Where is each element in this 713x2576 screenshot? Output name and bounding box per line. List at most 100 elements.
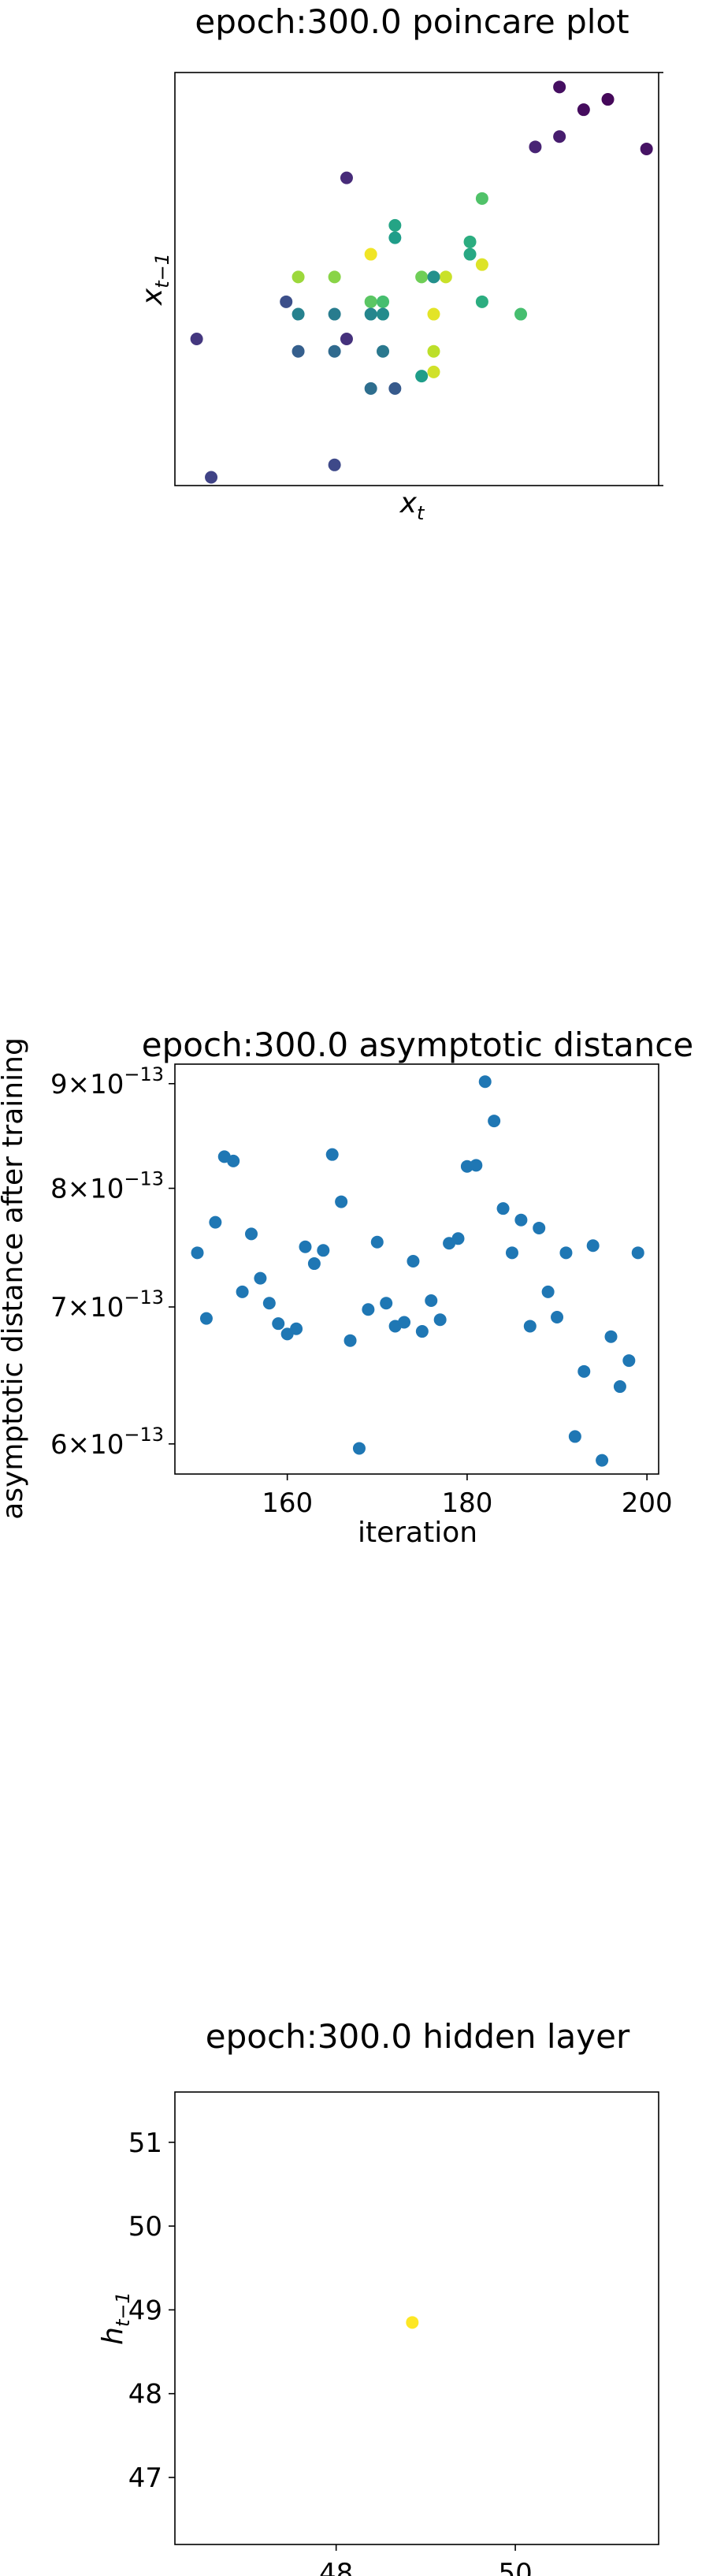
asymptotic-distance-plot-frame (174, 1063, 659, 1475)
scatter-point (340, 332, 353, 345)
scatter-point (488, 1115, 501, 1128)
scatter-point (191, 1246, 204, 1260)
svg-text:xt: xt (399, 487, 425, 520)
scatter-point (427, 270, 440, 284)
asymptotic-distance-x-ticks: 160 180 200 (262, 1474, 673, 1519)
scatter-point (388, 218, 402, 232)
scatter-point (553, 130, 566, 143)
scatter-point (463, 248, 477, 261)
scatter-point (439, 270, 452, 284)
scatter-point (292, 307, 305, 321)
scatter-point (551, 1310, 564, 1323)
x-tick-label: 180 (441, 1487, 492, 1519)
scatter-point (505, 1246, 518, 1260)
poincare-y-axis-label: xt−1 (136, 253, 173, 306)
scatter-point (328, 458, 341, 471)
y-tick-label: 7×10−13 (50, 1286, 164, 1323)
scatter-point (406, 2316, 419, 2329)
scatter-point (622, 1354, 636, 1368)
scatter-point (568, 1430, 581, 1443)
scatter-point (292, 270, 305, 284)
scatter-point (398, 1316, 411, 1329)
scatter-point (427, 307, 440, 321)
hidden-layer-y-axis-label: ht−1 (97, 2291, 134, 2345)
scatter-point (280, 295, 293, 308)
scatter-point (463, 235, 477, 248)
scatter-point (529, 140, 542, 154)
scatter-point (415, 370, 429, 383)
scatter-point (245, 1227, 258, 1241)
scatter-point (475, 295, 488, 308)
scatter-point (640, 142, 653, 155)
y-tick-label: 51 (128, 2127, 162, 2159)
scatter-point (328, 307, 341, 321)
y-tick-label: 47 (128, 2462, 162, 2494)
y-tick-label: 49 (128, 2295, 162, 2326)
scatter-point (475, 192, 488, 205)
scatter-point (227, 1154, 240, 1167)
scatter-point (601, 93, 615, 106)
scatter-point (380, 1297, 393, 1310)
scatter-point (496, 1202, 510, 1215)
scatter-point (236, 1285, 249, 1298)
scatter-point (328, 344, 341, 358)
asymptotic-distance-title: epoch:300.0 asymptotic distance (142, 1026, 693, 1064)
scatter-point (190, 332, 203, 345)
y-tick-label: 50 (128, 2211, 162, 2243)
scatter-point (596, 1454, 609, 1467)
scatter-point (427, 344, 440, 358)
svg-text:ht−1: ht−1 (97, 2291, 134, 2345)
scatter-point (388, 382, 402, 395)
hidden-layer-plot-frame (174, 2091, 659, 2545)
scatter-point (533, 1221, 546, 1234)
y-tick-label: 6×10−13 (50, 1424, 164, 1461)
scatter-point (577, 103, 590, 117)
asymptotic-distance-points (191, 1075, 644, 1467)
scatter-point (364, 248, 377, 261)
scatter-point (514, 307, 528, 321)
svg-text:xt−1: xt−1 (136, 253, 173, 306)
scatter-point (317, 1244, 330, 1257)
scatter-point (205, 471, 218, 484)
scatter-point (407, 1254, 420, 1268)
scatter-point (307, 1257, 321, 1271)
scatter-point (613, 1380, 626, 1394)
scatter-point (433, 1313, 447, 1327)
scatter-point (352, 1442, 366, 1455)
scatter-point (388, 231, 402, 244)
scatter-point (262, 1297, 276, 1310)
scatter-point (631, 1246, 644, 1260)
poincare-x-axis-label: xt (399, 487, 425, 520)
y-tick-label: 8×10−13 (50, 1168, 164, 1205)
scatter-point (364, 307, 377, 321)
scatter-point (478, 1075, 492, 1089)
scatter-point (340, 171, 353, 184)
x-tick-label: 200 (622, 1487, 673, 1519)
scatter-point (292, 344, 305, 358)
scatter-point (541, 1285, 555, 1298)
scatter-point (272, 1317, 285, 1331)
scatter-point (199, 1312, 213, 1325)
scatter-point (553, 80, 566, 94)
y-tick-label: 9×10−13 (50, 1063, 164, 1100)
scatter-point (577, 1364, 591, 1378)
scatter-point (370, 1235, 384, 1249)
scatter-point (364, 382, 377, 395)
scatter-point (559, 1246, 573, 1260)
scatter-point (377, 344, 390, 358)
scatter-point (328, 270, 341, 284)
scatter-point (364, 295, 377, 308)
hidden-layer-y-ticks: 47 48 49 50 51 (128, 2127, 175, 2494)
poincare-scatter-points (190, 80, 653, 484)
scatter-point (514, 1213, 528, 1227)
scatter-point (415, 1325, 429, 1338)
asymptotic-distance-y-ticks: 6×10−13 7×10−13 8×10−13 9×10−13 (50, 1063, 175, 1461)
scatter-point (335, 1195, 348, 1208)
scatter-point (377, 307, 390, 321)
poincare-plot-frame (174, 72, 659, 486)
x-tick-label: 50 (498, 2558, 532, 2576)
poincare-plot-chart: epoch:300.0 poincare plot xt xt−1 (136, 2, 663, 520)
scatter-point (299, 1240, 312, 1253)
hidden-layer-x-ticks: 48 50 (319, 2544, 533, 2576)
hidden-layer-chart: epoch:300.0 hidden layer 48 50 47 48 49 50 51… (97, 2017, 659, 2576)
